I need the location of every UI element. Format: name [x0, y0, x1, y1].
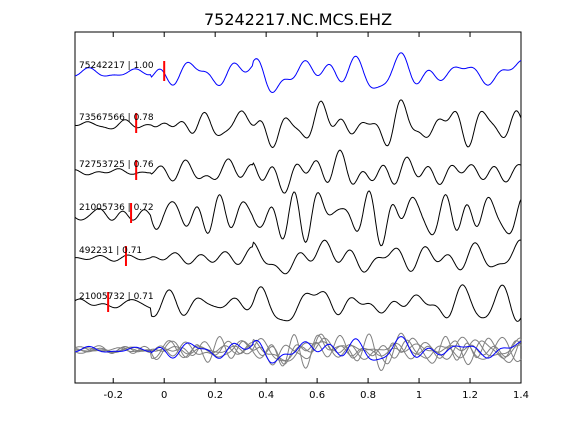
- trace-labels-layer: 75242217 | 1.00 73567566 | 0.78 72753725 |…: [79, 61, 154, 302]
- x-tick-label: 0.2: [207, 390, 223, 401]
- stack-trace: [74, 336, 522, 363]
- chart-title: 75242217.NC.MCS.EHZ: [204, 10, 392, 29]
- x-tick-label: 1: [416, 390, 422, 401]
- x-tick-label: 1.4: [513, 390, 529, 401]
- trace-label: 73567566 | 0.78: [79, 113, 154, 123]
- trace-label: 21005732 | 0.71: [79, 292, 154, 302]
- plot-area: 75242217 | 1.00 73567566 | 0.78 72753725 |…: [74, 31, 529, 401]
- stack-trace: [74, 336, 522, 364]
- x-axis-ticks: -0.2 0 0.2 0.4 0.6 0.8 1 1.2 1.4: [103, 32, 529, 401]
- trace-label: 21005736 | 0.72: [79, 203, 154, 213]
- stack-trace: [75, 337, 522, 362]
- x-tick-label: 1.2: [462, 390, 478, 401]
- x-tick-label: 0.4: [258, 390, 274, 401]
- trace-72753725: [74, 149, 522, 194]
- trace-75242217: [74, 52, 522, 94]
- trace-label: 75242217 | 1.00: [79, 61, 154, 71]
- x-tick-label: 0.6: [309, 390, 325, 401]
- x-tick-label: 0.8: [360, 390, 376, 401]
- trace-492231: [75, 239, 522, 275]
- axes-box: [74, 31, 522, 384]
- x-tick-label: -0.2: [103, 390, 123, 401]
- trace-21005732: [74, 284, 522, 322]
- picks-layer: [107, 61, 166, 312]
- x-tick-label: 0: [161, 390, 167, 401]
- stack-trace: [74, 333, 522, 372]
- trace-21005736: [74, 190, 522, 247]
- trace-73567566: [74, 99, 522, 149]
- trace-label: 492231 | 0.71: [79, 246, 142, 256]
- trace-label: 72753725 | 0.76: [79, 160, 154, 170]
- traces-layer: [74, 52, 522, 322]
- stack-layer: [74, 332, 522, 372]
